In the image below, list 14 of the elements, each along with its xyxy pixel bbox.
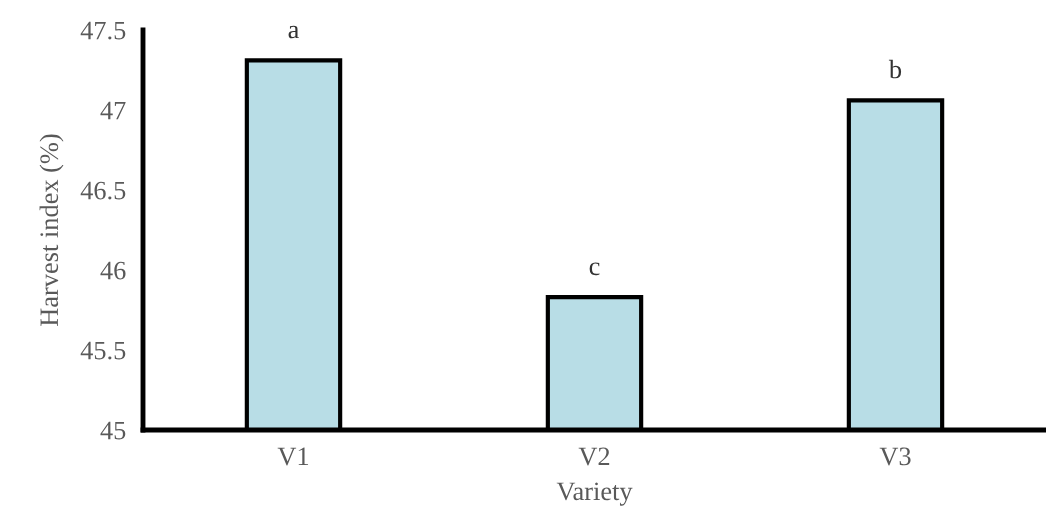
x-tick-label: V3 bbox=[879, 447, 911, 466]
y-axis-title: Harvest index (%) bbox=[39, 134, 64, 326]
y-tick-label: 45 bbox=[100, 421, 126, 440]
y-tick-label: 47 bbox=[100, 101, 126, 120]
y-tick-label: 47.5 bbox=[80, 21, 126, 40]
annotation: c bbox=[589, 262, 600, 276]
x-tick-label: V2 bbox=[578, 447, 610, 466]
y-tick-label: 45.5 bbox=[80, 341, 126, 360]
y-tick-label: 46.5 bbox=[80, 181, 126, 200]
y-tick-label: 46 bbox=[100, 261, 126, 280]
annotation: b bbox=[888, 59, 902, 79]
x-tick-label: V1 bbox=[277, 447, 309, 466]
x-axis-title: Variety bbox=[556, 482, 633, 506]
annotation: a bbox=[288, 25, 299, 39]
